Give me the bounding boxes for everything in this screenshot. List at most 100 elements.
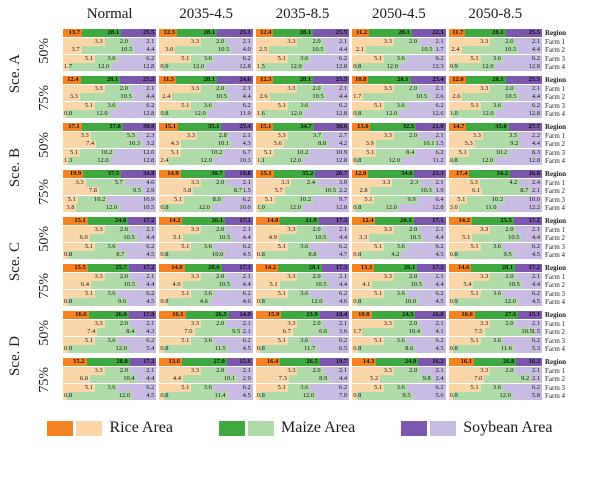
bar-value: 25.1 [239, 28, 251, 36]
bar-segment-rice: 2.6 [255, 93, 270, 101]
percent-label-text: 50% [37, 225, 52, 252]
bar-segment-soybean: 3.2 [142, 140, 157, 148]
farm-bar-row: 0.9 12.0 5.4 [63, 345, 157, 353]
bar-segment-rice: 5.1 [159, 54, 192, 63]
bar-value: 37.5 [107, 169, 120, 177]
bar-segment-soybean: 7.0 [316, 392, 350, 400]
bar-segment-soybean: 15.6 [226, 358, 253, 366]
chart-block: 15.1 34.7 30.6 3.3 3.7 2.7 5.6 8.8 4.2 5.1 10.2 10.… [255, 121, 350, 168]
bar-segment-maize: 26.1 [374, 264, 418, 272]
farm-bar-row: 1.1 12.0 12.8 [255, 156, 350, 165]
bar-segment-maize: 8.6 [357, 345, 416, 353]
bar-segment-soybean: 6.5 [317, 345, 350, 353]
bar-segment-soybean: 4.5 [418, 298, 446, 306]
bar-value: 9.5 [232, 327, 241, 335]
row-label: Farm 1 [545, 84, 566, 93]
bar-segment-rice: 16.6 [448, 311, 475, 319]
farm-bar-row: 5.1 10.2 8.3 [448, 148, 542, 157]
bar-value: 28.1 [308, 263, 321, 271]
bar-segment-soybean: 6.2 [503, 54, 542, 63]
bar-value: 3.3 [277, 131, 286, 139]
bar-value: 7.5 [474, 327, 483, 335]
bar-value: 5.1 [84, 289, 93, 297]
bar-segment-maize: 12.0 [168, 157, 214, 165]
bar-value: 17.1 [432, 216, 444, 224]
bar-value: 2.7 [339, 131, 348, 139]
bar-value: 9.9 [407, 195, 416, 203]
bar-value: 15.9 [267, 310, 280, 318]
region-bar-row: 16.1 26.8 16.2 [448, 358, 542, 366]
bar-value: 3.6 [396, 336, 405, 344]
percent-label: 75% [30, 74, 60, 121]
percent-label: 50% [30, 215, 60, 262]
bar-segment-maize: 12.0 [451, 157, 496, 165]
bar-segment-maize: 26.8 [474, 358, 517, 366]
farm-bar-row: 1.7 10.4 4.1 [352, 328, 446, 336]
bar-segment-rice: 0.8 [63, 110, 72, 118]
row-label: Farm 2 [545, 93, 566, 101]
bar-value: 13.6 [168, 357, 180, 365]
bar-value: 2.1 [435, 131, 444, 139]
bar-value: 2.0 [408, 131, 418, 139]
percent-label: 50% [30, 27, 60, 74]
bar-value: 6.2 [242, 383, 251, 391]
bar-segment-maize: 10.5 [369, 234, 423, 242]
bar-value: 10.5 [508, 280, 520, 288]
farm-bar-row: 0.8 9.5 5.6 [352, 392, 446, 400]
bar-value: 8.7 [233, 186, 243, 194]
bar-value: 3.6 [300, 242, 309, 250]
farm-bar-row: 5.1 3.6 6.2 [352, 54, 446, 63]
farm-bar-row: 3.3 2.0 2.1 [352, 319, 446, 328]
bar-value: 8.4 [126, 327, 135, 335]
bar-segment-rice: 0.8 [448, 251, 458, 259]
bar-value: 3.3 [75, 178, 84, 186]
bar-segment-maize: 28.1 [465, 29, 506, 37]
bar-value: 10.2 [491, 195, 504, 203]
bar-segment-rice: 14.6 [448, 264, 472, 272]
row-label: Farm 2 [545, 328, 566, 336]
bar-value: 5.1 [374, 383, 383, 391]
bar-segment-rice: 4.3 [159, 140, 181, 148]
bar-segment-maize: 26.0 [88, 311, 129, 319]
bar-segment-maize: 24.9 [376, 358, 419, 366]
bar-segment-soybean: 1.5 [243, 187, 253, 195]
bar-value: 5.6 [273, 139, 282, 147]
bar-value: 6.2 [435, 54, 444, 62]
bar-value: 5.1 [181, 54, 190, 62]
bar-value: 15.1 [259, 122, 272, 130]
bar-segment-maize: 2.0 [201, 366, 227, 375]
farm-bar-row: 3.3 2.0 2.1 [448, 319, 542, 328]
bar-segment-maize: 2.3 [392, 178, 421, 187]
bar-segment-rice: 5.1 [159, 336, 192, 345]
bar-segment-maize: 9.5 [356, 392, 413, 400]
bar-value: 1.1 [256, 156, 265, 164]
bar-value: 18.4 [335, 310, 348, 318]
bar-segment-rice: 3.3 [255, 84, 298, 93]
bar-value: 2.1 [146, 272, 155, 280]
bar-segment-soybean: 2.4 [432, 375, 446, 383]
bar-value: 12.8 [528, 62, 540, 70]
farm-bar-row: 6.4 10.5 4.4 [63, 281, 157, 289]
bar-segment-maize: 34.6 [368, 170, 415, 178]
farm-bar-row: 3.3 2.0 2.1 [63, 225, 157, 234]
bar-value: 4.6 [146, 178, 155, 186]
bar-segment-soybean: 6.2 [406, 242, 446, 251]
farm-bar-row: 5.1 3.6 6.2 [255, 289, 350, 298]
bar-segment-maize: 2.0 [201, 178, 227, 187]
bar-value: 3.3 [287, 84, 296, 92]
bar-segment-soybean: 6.2 [310, 336, 350, 345]
bar-segment-maize: 2.0 [201, 225, 227, 234]
bar-segment-maize: 12.0 [259, 392, 317, 400]
bar-value: 24.8 [114, 216, 127, 224]
bar-segment-soybean: 2.1 [419, 225, 446, 234]
bar-segment-soybean: 2.2 [519, 131, 542, 140]
bar-value: 12.8 [335, 156, 348, 164]
bar-value: 3.6 [107, 383, 116, 391]
bar-segment-maize: 23.9 [281, 311, 320, 319]
bar-segment-rice: 5.6 [255, 139, 284, 148]
bar-segment-soybean: 12.6 [399, 110, 446, 118]
farm-bar-row: 0.8 12.0 11.2 [352, 157, 446, 165]
chart-grid: Sce. A 50% 13.7 28.1 25.5 3.3 2.0 2.1 3.7 10.5 4.4… [3, 27, 597, 403]
bar-segment-soybean: 4.5 [225, 251, 253, 259]
farm-bar-row: 5.1 3.6 6.2 [63, 336, 157, 345]
